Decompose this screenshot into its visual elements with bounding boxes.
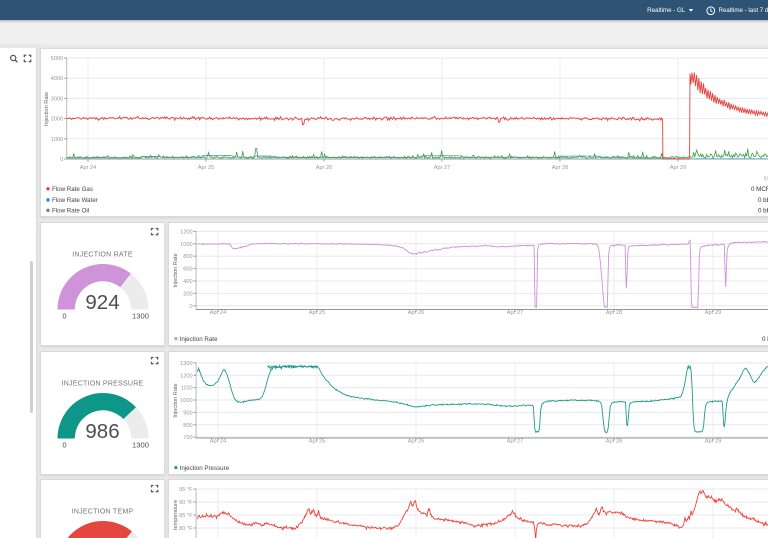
svg-text:1300: 1300 [132,440,149,449]
svg-text:Injection Pressure: Injection Pressure [179,464,229,471]
svg-text:Apr 24: Apr 24 [80,165,96,171]
svg-text:Injection Rate: Injection Rate [173,253,179,287]
svg-text:5000: 5000 [51,56,63,62]
svg-text:Apr 27: Apr 27 [506,438,522,444]
svg-text:90 °F: 90 °F [179,500,193,506]
svg-text:Apr 29: Apr 29 [670,165,686,171]
svg-text:temperature: temperature [173,500,179,530]
svg-text:900: 900 [183,410,192,416]
svg-text:Apr 25: Apr 25 [308,310,324,316]
svg-text:Apr 25: Apr 25 [308,438,324,444]
svg-text:Apr 26: Apr 26 [316,165,332,171]
svg-text:85 °F: 85 °F [179,513,193,519]
svg-text:Apr 26: Apr 26 [407,310,423,316]
svg-text:Flow Rate Gas: Flow Rate Gas [52,186,93,193]
svg-text:0: 0 [189,304,192,310]
svg-text:Apr 26: Apr 26 [407,438,423,444]
svg-text:800: 800 [183,422,192,428]
svg-text:80 °F: 80 °F [179,526,193,532]
svg-text:Injection Rate: Injection Rate [179,336,217,343]
svg-text:Apr 29: Apr 29 [704,438,720,444]
svg-text:INJECTION TEMP: INJECTION TEMP [72,509,134,516]
svg-text:0: 0 [62,312,66,321]
svg-text:INJECTION RATE: INJECTION RATE [72,252,133,259]
svg-text:400: 400 [183,279,192,285]
svg-text:600: 600 [183,267,192,273]
svg-text:800: 800 [183,254,192,260]
svg-text:Injection Rate: Injection Rate [173,383,179,417]
svg-text:0 bbl/d: 0 bbl/d [758,207,768,214]
svg-text:Apr 24: Apr 24 [209,310,225,316]
svg-text:INJECTION PRESSURE: INJECTION PRESSURE [62,380,144,387]
svg-text:Flow Rate Oil: Flow Rate Oil [52,207,89,214]
svg-text:Apr 28: Apr 28 [605,310,621,316]
svg-text:1100: 1100 [180,385,192,391]
svg-text:1300: 1300 [180,360,192,366]
svg-text:0 bbl/d: 0 bbl/d [758,197,768,204]
svg-text:Apr 25: Apr 25 [198,165,214,171]
svg-text:95 °F: 95 °F [179,487,193,493]
svg-text:0 MCF/d: 0 MCF/d [762,336,768,343]
svg-text:Apr 29: Apr 29 [704,310,720,316]
svg-text:1200: 1200 [180,373,192,379]
svg-text:Flow Rate Water: Flow Rate Water [52,197,98,204]
svg-text:0: 0 [62,440,66,449]
svg-text:1000: 1000 [51,136,63,142]
svg-text:1200: 1200 [180,229,192,235]
svg-text:924: 924 [85,291,119,314]
svg-text:0 MCF/d: 0 MCF/d [751,186,768,193]
svg-text:Apr 28: Apr 28 [605,438,621,444]
svg-text:986: 986 [85,420,119,443]
svg-text:Min: Min [764,175,768,182]
svg-text:2000: 2000 [51,116,63,122]
svg-text:700: 700 [183,435,192,441]
svg-text:Apr 27: Apr 27 [506,310,522,316]
svg-text:1000: 1000 [180,242,192,248]
svg-text:1000: 1000 [180,398,192,404]
svg-text:200: 200 [183,291,192,297]
svg-text:Apr 28: Apr 28 [552,165,568,171]
svg-text:3000: 3000 [51,96,63,102]
svg-text:Apr 27: Apr 27 [434,165,450,171]
svg-text:Apr 24: Apr 24 [209,438,225,444]
svg-text:0: 0 [60,157,63,163]
svg-text:1300: 1300 [132,312,149,321]
svg-text:4000: 4000 [51,76,63,82]
svg-text:Injection Rate: Injection Rate [44,91,50,125]
